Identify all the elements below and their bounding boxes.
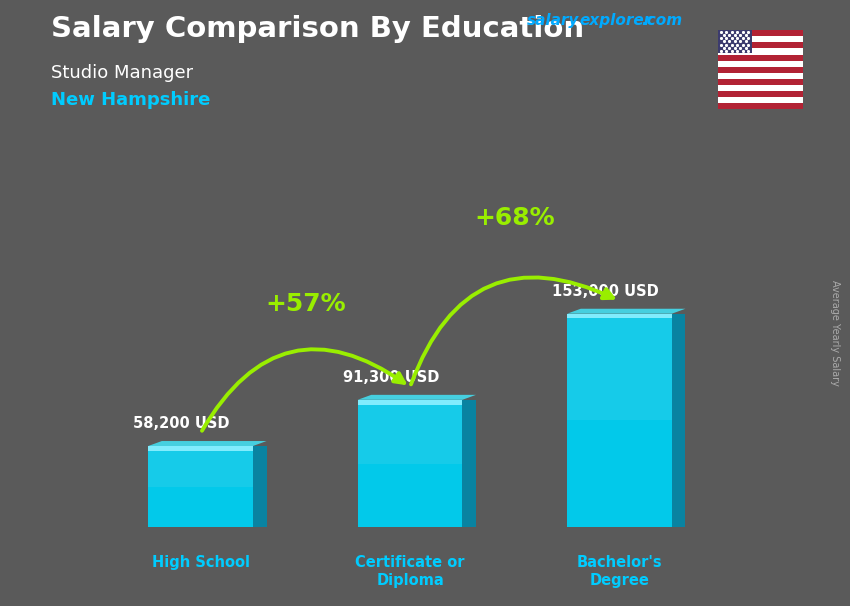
Bar <box>718 48 803 55</box>
FancyBboxPatch shape <box>358 464 462 527</box>
FancyBboxPatch shape <box>567 421 672 527</box>
Text: +68%: +68% <box>474 206 555 230</box>
Bar <box>718 85 803 91</box>
Bar <box>718 30 752 53</box>
Text: Average Yearly Salary: Average Yearly Salary <box>830 281 840 386</box>
Text: +57%: +57% <box>265 292 346 316</box>
Bar <box>718 67 803 73</box>
FancyBboxPatch shape <box>253 446 267 527</box>
Polygon shape <box>567 308 685 314</box>
FancyBboxPatch shape <box>358 400 462 527</box>
Bar <box>718 97 803 103</box>
Text: salary: salary <box>527 13 580 28</box>
Bar <box>718 79 803 85</box>
FancyBboxPatch shape <box>567 314 672 318</box>
FancyBboxPatch shape <box>358 400 462 405</box>
Polygon shape <box>148 441 267 446</box>
Text: High School: High School <box>151 555 250 570</box>
Text: 153,000 USD: 153,000 USD <box>552 284 659 299</box>
Text: New Hampshire: New Hampshire <box>51 91 210 109</box>
Text: .com: .com <box>641 13 682 28</box>
Bar <box>718 73 803 79</box>
FancyBboxPatch shape <box>148 446 253 451</box>
FancyBboxPatch shape <box>567 314 672 421</box>
FancyBboxPatch shape <box>672 314 685 527</box>
Bar <box>718 30 803 36</box>
FancyBboxPatch shape <box>462 400 476 527</box>
FancyBboxPatch shape <box>148 446 253 527</box>
FancyBboxPatch shape <box>567 314 672 527</box>
Bar <box>718 42 803 48</box>
Text: Certificate or
Diploma: Certificate or Diploma <box>355 555 465 588</box>
Bar <box>718 55 803 61</box>
FancyBboxPatch shape <box>148 487 253 527</box>
Bar <box>718 61 803 67</box>
Text: 91,300 USD: 91,300 USD <box>343 370 439 385</box>
FancyBboxPatch shape <box>148 446 253 487</box>
Bar <box>718 103 803 109</box>
Bar <box>718 36 803 42</box>
Bar <box>718 91 803 97</box>
Text: Salary Comparison By Education: Salary Comparison By Education <box>51 15 584 43</box>
Text: Studio Manager: Studio Manager <box>51 64 193 82</box>
Text: 58,200 USD: 58,200 USD <box>133 416 230 431</box>
Polygon shape <box>358 395 476 400</box>
Text: Bachelor's
Degree: Bachelor's Degree <box>576 555 662 588</box>
FancyBboxPatch shape <box>358 400 462 464</box>
Text: explorer: explorer <box>580 13 652 28</box>
